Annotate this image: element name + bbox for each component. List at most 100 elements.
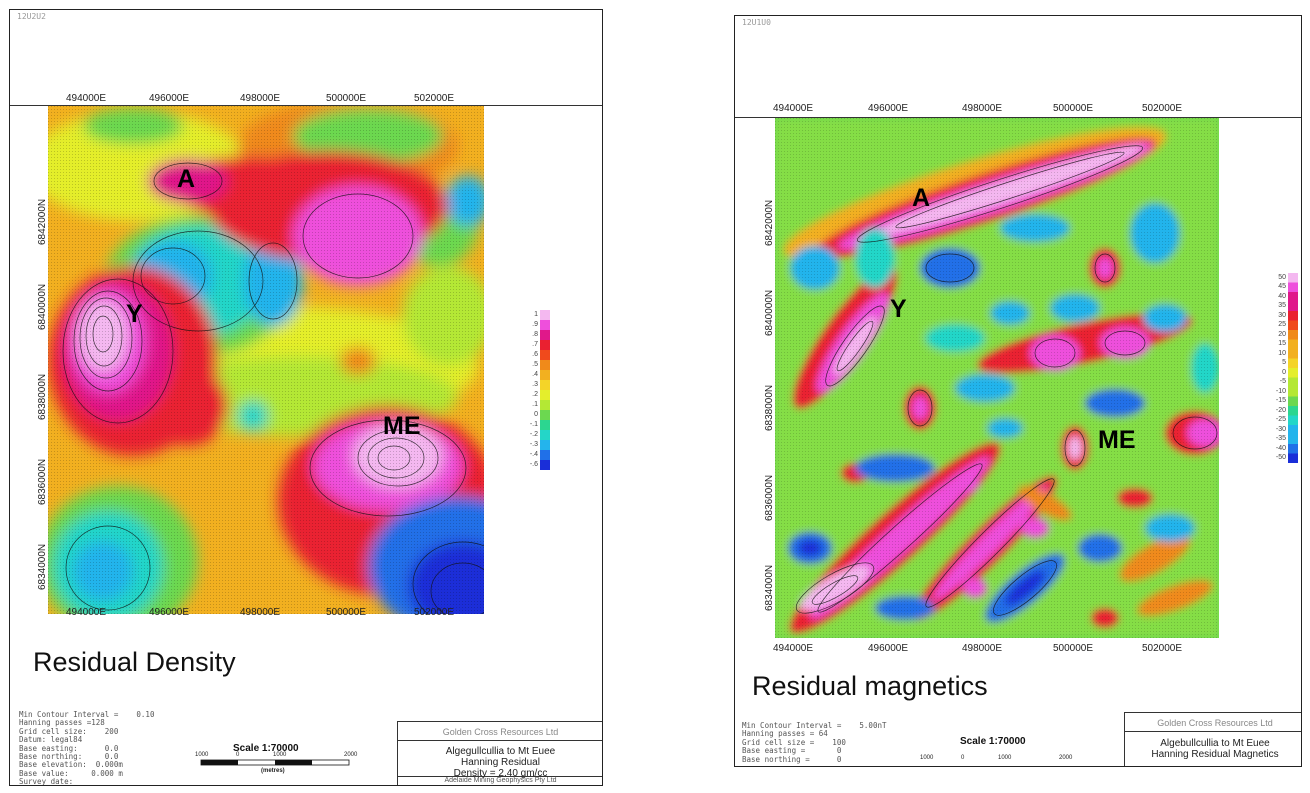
easting-label-top: 494000E bbox=[773, 103, 814, 114]
northing-label: 6836000N bbox=[37, 458, 48, 505]
legend-swatch bbox=[1288, 444, 1298, 454]
northing-label: 6836000N bbox=[764, 474, 775, 521]
easting-label-top: 502000E bbox=[414, 93, 455, 104]
grid-parameter-line: Base easting: 0.0 bbox=[19, 743, 119, 753]
legend-swatch bbox=[540, 450, 550, 461]
legend-swatch bbox=[540, 400, 550, 411]
legend-swatch bbox=[1288, 301, 1298, 312]
legend-swatch bbox=[540, 310, 550, 321]
residual-density-map bbox=[48, 106, 484, 614]
legend-swatch bbox=[1288, 358, 1298, 369]
legend-label: .7 bbox=[532, 341, 538, 348]
easting-label-top: 500000E bbox=[326, 93, 367, 104]
legend-swatch bbox=[1288, 396, 1298, 407]
legend-swatch bbox=[1288, 453, 1298, 464]
legend-label: -25 bbox=[1275, 416, 1286, 424]
legend-swatch bbox=[1288, 349, 1298, 359]
easting-label-top: 496000E bbox=[868, 103, 909, 114]
anomaly-label-y: Y bbox=[890, 295, 907, 323]
legend-swatch bbox=[540, 320, 550, 331]
scale-title: Scale 1:70000 bbox=[233, 743, 299, 754]
title-company: Golden Cross Resources Ltd bbox=[398, 722, 602, 741]
anomaly-label-a: A bbox=[912, 184, 931, 212]
color-legend bbox=[540, 310, 550, 475]
density-map-sheet: 12U2U2 494000E 496000E 498000E 500000E 5… bbox=[9, 9, 603, 786]
easting-label-top: 496000E bbox=[149, 93, 190, 104]
legend-swatch bbox=[540, 340, 550, 351]
legend-label: 15 bbox=[1278, 340, 1286, 348]
legend-ramp bbox=[1288, 273, 1298, 464]
title-line: Algebullcullia to Mt Euee bbox=[1160, 738, 1270, 749]
easting-label-bottom: 502000E bbox=[1142, 643, 1183, 654]
legend-label: -10 bbox=[1275, 387, 1286, 395]
legend-label: .3 bbox=[532, 381, 538, 388]
anomaly-label-me: ME bbox=[383, 412, 421, 440]
scale-unit: (metres) bbox=[261, 768, 285, 774]
legend-label: .9 bbox=[532, 321, 538, 328]
scale-tick: 1000 bbox=[195, 752, 209, 758]
legend-swatch bbox=[540, 330, 550, 341]
grid-parameter-line: Base elevation: 0.000m bbox=[19, 760, 123, 770]
legend-swatch bbox=[540, 420, 550, 431]
legend-label: .8 bbox=[532, 331, 538, 338]
anomaly-label-me: ME bbox=[1098, 426, 1136, 454]
title-company: Golden Cross Resources Ltd bbox=[1125, 713, 1301, 732]
scale-tick: 2000 bbox=[1059, 755, 1073, 761]
northing-label: 6838000N bbox=[37, 373, 48, 420]
scale-tick: 0 bbox=[236, 752, 240, 758]
legend-ramp bbox=[540, 310, 550, 471]
legend-label: 0 bbox=[534, 411, 538, 418]
easting-label-top: 498000E bbox=[240, 93, 281, 104]
legend-swatch bbox=[1288, 282, 1298, 293]
title-line: Hanning Residual bbox=[461, 757, 540, 768]
legend-label: 0 bbox=[1282, 368, 1286, 376]
grid-parameter-line: Base northing = 0 bbox=[742, 754, 842, 764]
easting-label-bottom: 496000E bbox=[868, 643, 909, 654]
legend-label: -5 bbox=[1279, 378, 1286, 386]
legend-label: 50 bbox=[1278, 273, 1286, 281]
grid-parameter-line: Hanning passes =128 bbox=[19, 718, 105, 728]
northing-label: 6842000N bbox=[37, 198, 48, 245]
legend-label: .4 bbox=[532, 371, 538, 378]
legend-swatch bbox=[1288, 273, 1298, 283]
legend-swatch bbox=[540, 460, 550, 471]
legend-swatch bbox=[540, 360, 550, 371]
grid-parameter-line: Base easting = 0 bbox=[742, 746, 842, 756]
grid-parameters: Min Contour Interval = 5.00nT Hanning pas… bbox=[742, 721, 887, 764]
scale-tick: 2000 bbox=[344, 752, 358, 758]
grid-parameters: Min Contour Interval = 0.10 Hanning passe… bbox=[19, 710, 154, 785]
northing-label: 6838000N bbox=[764, 384, 775, 431]
anomaly-label-y: Y bbox=[126, 300, 143, 328]
easting-label-top: 500000E bbox=[1053, 103, 1094, 114]
legend-swatch bbox=[1288, 292, 1298, 302]
legend-swatch bbox=[540, 410, 550, 421]
legend-swatch bbox=[1288, 425, 1298, 435]
legend-label: -.6 bbox=[529, 461, 538, 468]
sheet-divider bbox=[10, 105, 602, 106]
easting-label-bottom: 500000E bbox=[1053, 643, 1094, 654]
legend-swatch bbox=[540, 430, 550, 441]
legend-swatch bbox=[1288, 415, 1298, 426]
scale-tick: 1000 bbox=[920, 755, 934, 761]
legend-label: -40 bbox=[1275, 444, 1286, 452]
legend-label: -35 bbox=[1275, 435, 1286, 443]
scale-tick: 1000 bbox=[998, 755, 1012, 761]
sheet-divider bbox=[735, 117, 1301, 118]
easting-label-top: 502000E bbox=[1142, 103, 1183, 114]
sheet-id: 12U1U0 bbox=[742, 18, 771, 27]
legend-swatch bbox=[540, 390, 550, 401]
legend-swatch bbox=[540, 370, 550, 381]
legend-label: 40 bbox=[1278, 292, 1286, 300]
legend-label: 1 bbox=[534, 311, 538, 318]
sheet-id: 12U2U2 bbox=[17, 12, 46, 21]
legend-swatch bbox=[1288, 368, 1298, 378]
grid-parameter-line: Grid cell size: 200 bbox=[19, 726, 119, 736]
legend-swatch bbox=[540, 350, 550, 361]
legend-label: -.3 bbox=[529, 441, 538, 448]
legend-swatch bbox=[1288, 311, 1298, 321]
legend-swatch bbox=[540, 440, 550, 451]
legend-label: 35 bbox=[1278, 302, 1286, 310]
legend-label: .6 bbox=[532, 351, 538, 358]
easting-label-bottom: 494000E bbox=[66, 607, 107, 618]
easting-label-top: 494000E bbox=[66, 93, 107, 104]
